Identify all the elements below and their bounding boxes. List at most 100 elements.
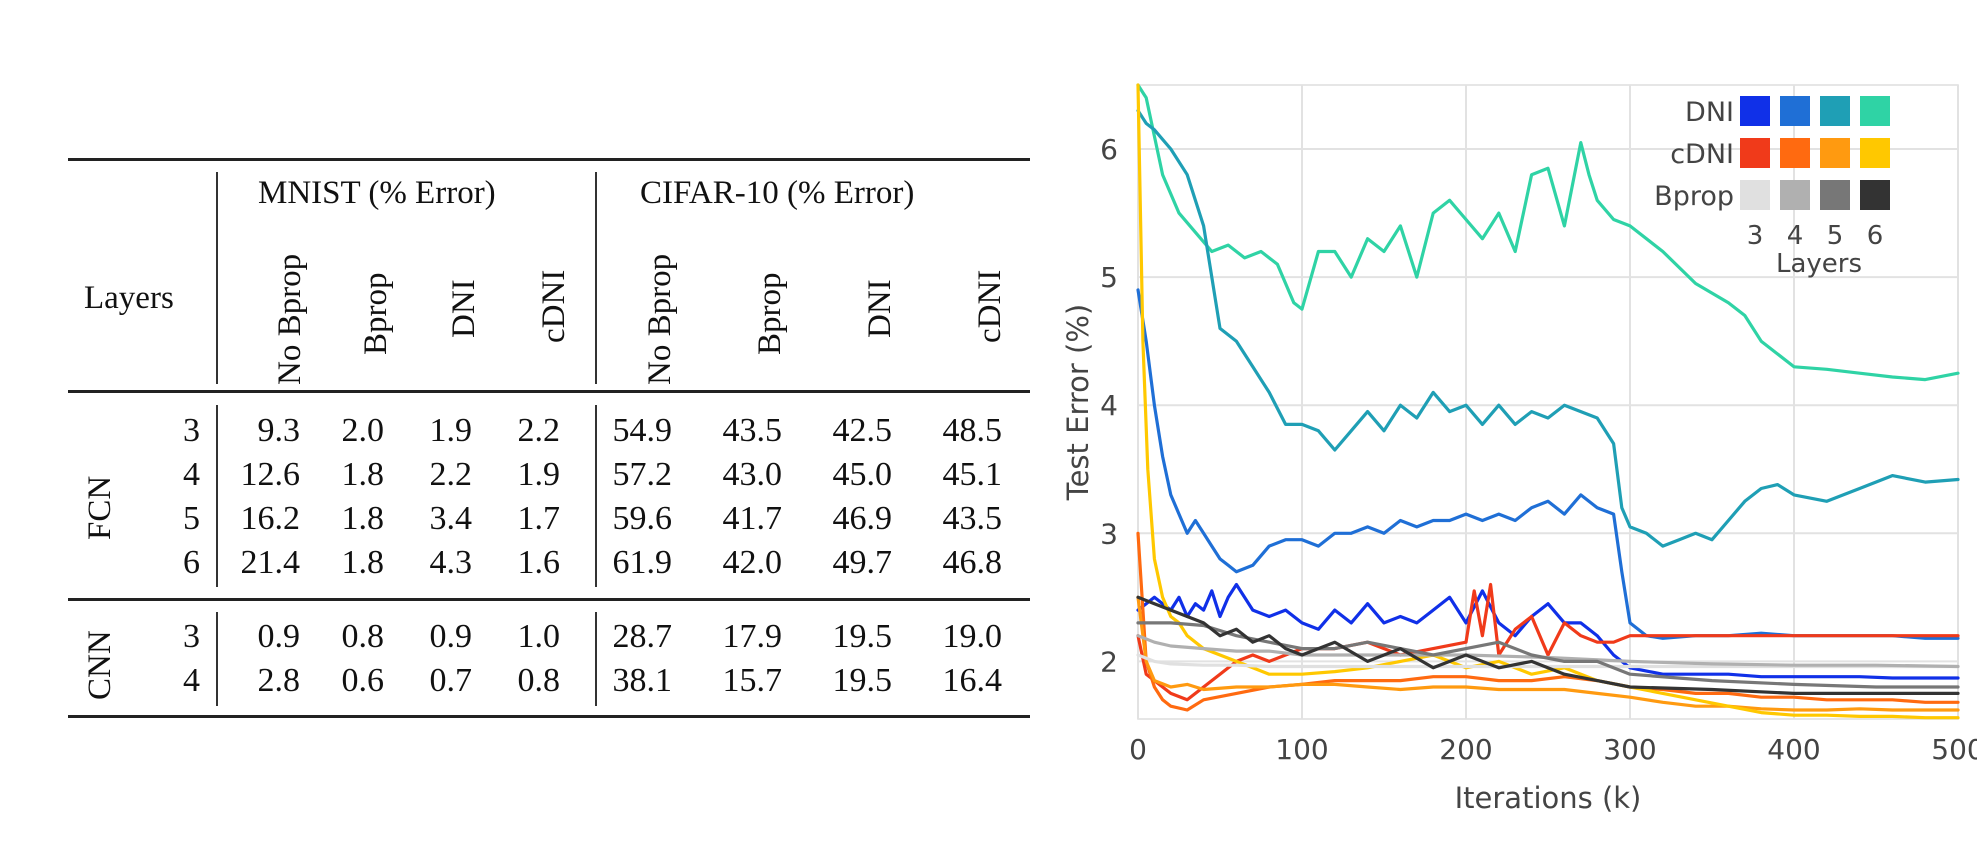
- table-top-rule: [68, 158, 1030, 161]
- table-cell: 12.6: [240, 456, 301, 493]
- x-tick-label: 100: [1275, 733, 1328, 766]
- table-cell: 42.5: [832, 412, 893, 449]
- layer-count-cell: 4: [183, 456, 200, 493]
- series-line-dni-5: [1136, 108, 1960, 548]
- mnist-group-header: MNIST (% Error): [258, 175, 496, 211]
- col-header-cifar-dni: DNI: [862, 279, 898, 338]
- legend-row-label: DNI: [1685, 97, 1734, 128]
- table-cell: 54.9: [612, 412, 673, 449]
- x-tick-label: 300: [1603, 733, 1656, 766]
- results-table: Layers MNIST (% Error) CIFAR-10 (% Error…: [68, 158, 1030, 718]
- legend-layer-number: 4: [1787, 221, 1804, 251]
- table-header-rule: [68, 390, 1030, 393]
- series-line-cdni-5: [1136, 595, 1960, 712]
- table-cell: 59.6: [612, 500, 673, 537]
- x-tick-label: 0: [1129, 733, 1147, 766]
- table-cell: 46.9: [832, 500, 893, 537]
- table-cell: 16.2: [240, 500, 301, 537]
- table-cell: 0.9: [257, 618, 301, 655]
- series-line-cdni-3: [1136, 582, 1960, 702]
- layer-count-cell: 6: [183, 544, 200, 581]
- series-line-bprop-5: [1136, 621, 1960, 689]
- legend-swatch: [1860, 138, 1890, 168]
- legend-row-label: Bprop: [1654, 181, 1734, 212]
- table-cell: 0.8: [341, 618, 385, 655]
- table-cell: 1.0: [517, 618, 561, 655]
- y-axis-label: Test Error (%): [1061, 304, 1095, 501]
- col-header-mnist-bprop: Bprop: [358, 272, 394, 356]
- col-header-mnist-cdni: cDNI: [536, 269, 572, 343]
- table-vrule-4: [595, 405, 597, 587]
- legend-layers-title: Layers: [1776, 249, 1862, 279]
- table-cell: 1.8: [341, 456, 385, 493]
- table-cell: 2.2: [429, 456, 473, 493]
- section-label-fcn: FCN: [82, 475, 118, 540]
- table-cell: 1.8: [341, 544, 385, 581]
- table-cell: 19.5: [832, 618, 893, 655]
- table-cell: 2.8: [257, 662, 301, 699]
- table-cell: 43.5: [722, 412, 783, 449]
- table-cell: 61.9: [612, 544, 673, 581]
- table-cell: 4.3: [429, 544, 473, 581]
- table-vrule-5: [216, 612, 218, 706]
- col-header-cifar-cdni: cDNI: [972, 269, 1008, 343]
- legend-row-label: cDNI: [1670, 139, 1734, 170]
- table-cell: 45.1: [942, 456, 1003, 493]
- legend-layer-number: 5: [1827, 221, 1844, 251]
- table-vrule-6: [595, 612, 597, 706]
- table-cell: 49.7: [832, 544, 893, 581]
- table-bottom-rule: [68, 715, 1030, 718]
- x-tick-label: 400: [1767, 733, 1820, 766]
- table-cell: 45.0: [832, 456, 893, 493]
- table-cell: 9.3: [257, 412, 301, 449]
- series-line-cdni-4: [1136, 531, 1960, 712]
- series-line-bprop-6: [1136, 595, 1960, 696]
- legend-swatch: [1740, 96, 1770, 126]
- y-tick-label: 4: [1100, 389, 1118, 422]
- table-cell: 57.2: [612, 456, 673, 493]
- table-cell: 1.7: [517, 500, 561, 537]
- section-label-cnn: CNN: [82, 630, 118, 700]
- table-cell: 2.0: [341, 412, 385, 449]
- legend-swatch: [1860, 180, 1890, 210]
- x-axis-label: Iterations (k): [1455, 781, 1642, 815]
- series-line-dni-3: [1136, 582, 1960, 680]
- table-cell: 0.7: [429, 662, 473, 699]
- cifar-group-header: CIFAR-10 (% Error): [640, 175, 915, 211]
- legend-swatch: [1860, 96, 1890, 126]
- table-cell: 42.0: [722, 544, 783, 581]
- legend-layer-number: 6: [1867, 221, 1884, 251]
- legend-swatch: [1820, 138, 1850, 168]
- x-tick-label: 500: [1931, 733, 1977, 766]
- table-cell: 17.9: [722, 618, 783, 655]
- test-error-chart: 0 100 200 300 400 500 2 3 4 5 6 Iterations (k) Tes…: [1040, 0, 1977, 842]
- table-cell: 2.2: [517, 412, 561, 449]
- table-cell: 46.8: [942, 544, 1003, 581]
- legend-layer-number: 3: [1747, 221, 1764, 251]
- col-header-cifar-nobprop: No Bprop: [642, 253, 678, 385]
- table-cell: 43.0: [722, 456, 783, 493]
- table-cell: 48.5: [942, 412, 1003, 449]
- table-cell: 19.5: [832, 662, 893, 699]
- table-cell: 19.0: [942, 618, 1003, 655]
- series-line-bprop-3: [1136, 653, 1960, 669]
- table-cell: 21.4: [240, 544, 301, 581]
- table-cell: 3.4: [429, 500, 473, 537]
- table-section-rule: [68, 598, 1030, 601]
- layer-count-cell: 4: [183, 662, 200, 699]
- legend-swatch: [1780, 96, 1810, 126]
- legend-swatch: [1780, 138, 1810, 168]
- table-vrule-3: [216, 405, 218, 587]
- legend-swatch: [1820, 180, 1850, 210]
- table-cell: 0.6: [341, 662, 385, 699]
- table-cell: 1.6: [517, 544, 561, 581]
- table-cell: 28.7: [612, 618, 673, 655]
- table-cell: 38.1: [612, 662, 673, 699]
- x-tick-label: 200: [1439, 733, 1492, 766]
- table-cell: 15.7: [722, 662, 783, 699]
- series-lines: [1136, 83, 1960, 720]
- table-cell: 16.4: [942, 662, 1003, 699]
